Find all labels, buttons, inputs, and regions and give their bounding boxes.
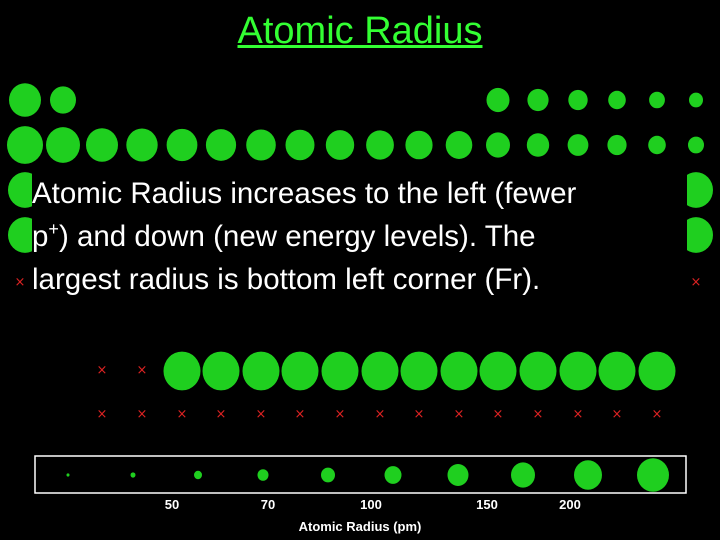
- atom: [649, 91, 665, 109]
- text-line: Atomic Radius increases to the left (few…: [32, 177, 577, 210]
- slide-title: Atomic Radius: [237, 10, 483, 52]
- atom: [66, 473, 70, 477]
- atom: [559, 351, 597, 391]
- text-line: p+) and down (new energy levels). The: [32, 215, 687, 258]
- atom: [486, 132, 510, 158]
- legend-box: [34, 455, 687, 494]
- tick-label: 150: [476, 497, 498, 512]
- atom: [7, 126, 43, 164]
- atom: [285, 129, 315, 161]
- atom: [637, 458, 669, 492]
- atom: [205, 129, 237, 161]
- missing-marker: ×: [454, 407, 465, 422]
- atom: [445, 131, 473, 159]
- atom: [688, 136, 704, 154]
- atom: [202, 351, 240, 391]
- atom: [405, 130, 433, 160]
- atom: [679, 172, 713, 208]
- atom: [321, 467, 335, 483]
- atom: [440, 351, 478, 391]
- atom: [166, 128, 198, 162]
- atom: [257, 469, 269, 481]
- atom: [246, 129, 276, 161]
- tick-label: 50: [164, 497, 180, 512]
- atom: [689, 92, 703, 108]
- missing-marker: ×: [295, 407, 306, 422]
- missing-marker: ×: [177, 407, 188, 422]
- atom: [366, 130, 394, 160]
- atom: [163, 351, 201, 391]
- missing-marker: ×: [612, 407, 623, 422]
- superscript: +: [48, 219, 59, 240]
- atom: [598, 351, 636, 391]
- text: p: [32, 220, 49, 253]
- tick-label: 100: [360, 497, 382, 512]
- atom: [511, 462, 535, 488]
- missing-marker: ×: [97, 407, 108, 422]
- atom: [648, 135, 666, 155]
- missing-marker: ×: [216, 407, 227, 422]
- atom: [574, 460, 602, 490]
- missing-marker: ×: [335, 407, 346, 422]
- atom: [50, 86, 76, 114]
- atom: [527, 88, 549, 112]
- missing-marker: ×: [97, 363, 108, 378]
- atom: [325, 130, 355, 160]
- atom: [281, 351, 319, 391]
- atom: [486, 87, 510, 113]
- atom: [361, 351, 399, 391]
- atom: [86, 128, 118, 162]
- missing-marker: ×: [414, 407, 425, 422]
- atom: [526, 133, 550, 157]
- missing-marker: ×: [573, 407, 584, 422]
- atom: [608, 90, 626, 110]
- missing-marker: ×: [256, 407, 267, 422]
- text-line: largest radius is bottom left corner (Fr…: [32, 263, 541, 296]
- atom: [607, 134, 627, 156]
- missing-marker: ×: [375, 407, 386, 422]
- tick-label: 70: [260, 497, 276, 512]
- slide-text: Atomic Radius increases to the left (few…: [32, 172, 687, 300]
- missing-marker: ×: [493, 407, 504, 422]
- atom: [9, 83, 41, 117]
- atom: [447, 463, 469, 487]
- atom: [679, 217, 713, 253]
- atom: [638, 351, 676, 391]
- missing-marker: ×: [533, 407, 544, 422]
- atom: [568, 89, 588, 111]
- atom: [321, 351, 359, 391]
- atom: [479, 351, 517, 391]
- atom: [384, 466, 402, 484]
- atom: [519, 351, 557, 391]
- text: ) and down (new energy levels). The: [58, 220, 536, 253]
- atom: [130, 472, 136, 478]
- atom: [126, 128, 158, 162]
- axis-label: Atomic Radius (pm): [298, 519, 422, 534]
- atom: [46, 127, 80, 163]
- atom: [194, 470, 202, 480]
- missing-marker: ×: [137, 363, 148, 378]
- tick-label: 200: [559, 497, 581, 512]
- atom: [400, 351, 438, 391]
- missing-marker: ×: [137, 407, 148, 422]
- atom: [567, 134, 589, 156]
- missing-marker: ×: [15, 275, 26, 290]
- atom: [242, 351, 280, 391]
- missing-marker: ×: [652, 407, 663, 422]
- missing-marker: ×: [691, 275, 702, 290]
